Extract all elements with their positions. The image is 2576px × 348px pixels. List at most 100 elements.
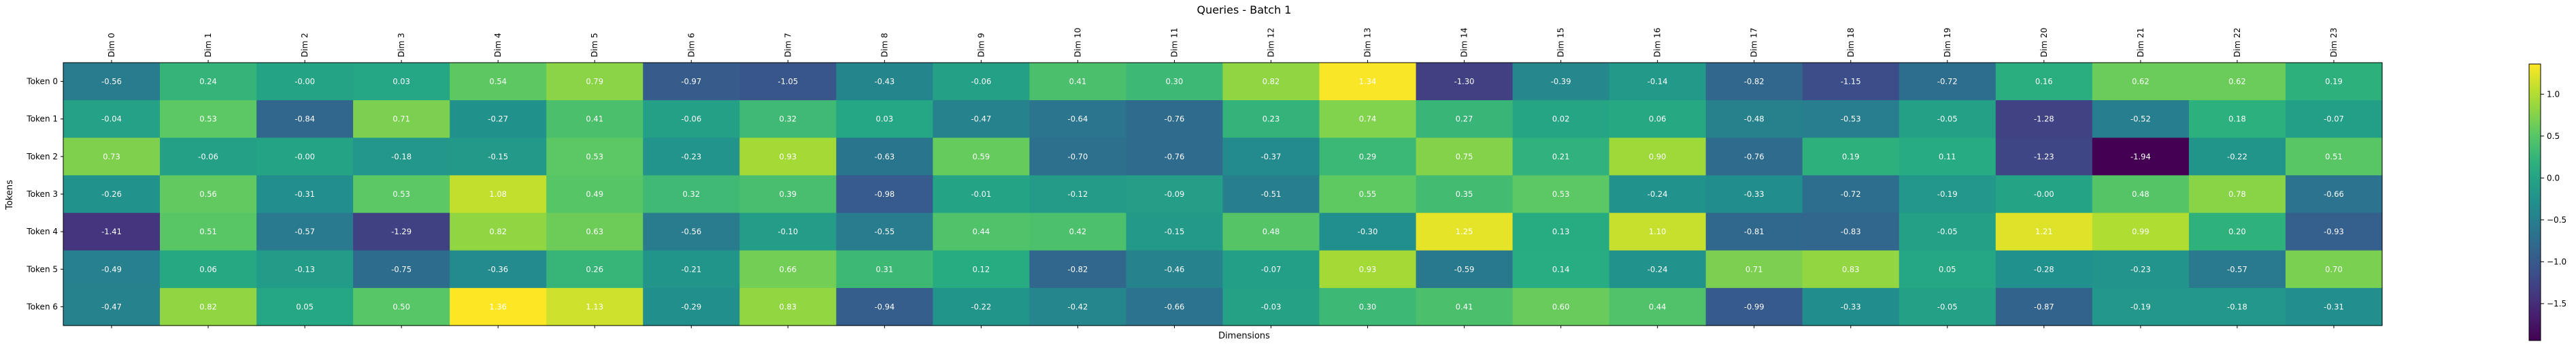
cell-value-label: 0.75 — [1456, 152, 1473, 161]
cell-value-label: 0.41 — [1069, 77, 1087, 86]
colorbar-tick-label: 0.5 — [2547, 131, 2560, 141]
heatmap-cell — [1609, 63, 1707, 101]
x-tick-label: Dim 20 — [2039, 28, 2049, 57]
cell-value-label: -1.30 — [1454, 77, 1475, 86]
x-tick-label: Dim 11 — [1169, 28, 1179, 57]
x-tick-label: Dim 5 — [590, 33, 599, 57]
heatmap-cell — [1126, 287, 1224, 326]
heatmap-cell — [63, 175, 161, 214]
heatmap-cell — [1319, 138, 1417, 176]
cell-value-label: -0.84 — [295, 114, 315, 124]
cell-value-label: 0.41 — [586, 114, 603, 124]
heatmap-cell — [1319, 100, 1417, 138]
x-tick-label: Dim 18 — [1846, 28, 1856, 57]
heatmap-cell — [1222, 175, 1320, 214]
cell-value-label: -0.30 — [1358, 227, 1378, 236]
colorbar-tick-label: 1.0 — [2547, 89, 2560, 99]
cell-value-label: 0.29 — [1359, 152, 1377, 161]
heatmap-cell — [2285, 250, 2383, 289]
cell-value-label: 0.50 — [392, 302, 410, 311]
cell-value-label: -0.19 — [2130, 302, 2151, 311]
cell-value-label: 0.42 — [1069, 227, 1087, 236]
cell-value-label: -0.09 — [1165, 189, 1185, 199]
cell-value-label: -0.64 — [1068, 114, 1088, 124]
heatmap-cell — [1609, 138, 1707, 176]
colorbar-tick-label: −1.5 — [2547, 299, 2566, 309]
cell-value-label: -1.23 — [2034, 152, 2054, 161]
colorbar-tick-label: −0.5 — [2547, 215, 2566, 225]
heatmap-cell — [63, 250, 161, 289]
cell-value-label: 0.48 — [1262, 227, 1280, 236]
heatmap-cell — [160, 138, 257, 176]
cell-value-label: -0.82 — [1068, 264, 1088, 274]
heatmap-cell — [2188, 250, 2286, 289]
cell-value-label: 0.83 — [780, 302, 797, 311]
cell-value-label: -0.53 — [1841, 114, 1861, 124]
cell-value-label: 0.82 — [1262, 77, 1280, 86]
cell-value-label: 0.18 — [2228, 114, 2246, 124]
cell-value-label: -0.57 — [295, 227, 315, 236]
heatmap-cell — [1802, 175, 1900, 214]
heatmap-cell — [2092, 212, 2190, 251]
heatmap-cell — [933, 287, 1031, 326]
cell-value-label: 0.53 — [392, 189, 410, 199]
heatmap-cell — [2092, 287, 2190, 326]
y-tick-label: Token 0 — [26, 77, 58, 86]
heatmap-cell — [1995, 100, 2093, 138]
cell-value-label: 0.82 — [489, 227, 507, 236]
heatmap-cell — [546, 63, 643, 101]
x-tick-label: Dim 14 — [1460, 28, 1469, 57]
cell-value-label: -0.76 — [1744, 152, 1764, 161]
x-tick-label: Dim 21 — [2136, 28, 2145, 57]
y-tick-label: Token 2 — [26, 152, 58, 161]
heatmap-cell — [63, 138, 161, 176]
cell-value-label: 0.78 — [2228, 189, 2246, 199]
heatmap-cell — [1126, 175, 1224, 214]
cell-value-label: 0.02 — [1552, 114, 1570, 124]
colorbar-tick-label: 0.0 — [2547, 173, 2560, 183]
y-tick-label: Token 4 — [26, 227, 58, 236]
cell-value-label: 0.48 — [2132, 189, 2150, 199]
heatmap-cell — [2092, 63, 2190, 101]
heatmap-cell — [353, 100, 450, 138]
heatmap-cell — [1705, 212, 1803, 251]
heatmap-cell — [256, 250, 354, 289]
cell-value-label: 0.32 — [682, 189, 700, 199]
cell-value-label: 0.41 — [1456, 302, 1473, 311]
cell-value-label: -0.76 — [1165, 114, 1185, 124]
heatmap-cell — [256, 212, 354, 251]
heatmap-cell — [1995, 175, 2093, 214]
heatmap-cell — [1319, 63, 1417, 101]
heatmap-cell — [1609, 212, 1707, 251]
heatmap-cell — [1802, 287, 1900, 326]
heatmap-cell — [2285, 138, 2383, 176]
cell-value-label: -0.22 — [2227, 152, 2247, 161]
heatmap-cell — [643, 175, 740, 214]
cell-value-label: 0.62 — [2228, 77, 2246, 86]
heatmap-cell — [1512, 138, 1610, 176]
cell-value-label: 0.32 — [780, 114, 797, 124]
heatmap-cell — [1898, 100, 1996, 138]
heatmap-cell — [836, 287, 933, 326]
heatmap-cell — [160, 287, 257, 326]
colorbar-ticks: 1.0 0.5 0.0 −0.5 −1.0 −1.5 — [2541, 89, 2566, 309]
heatmap-cell — [933, 138, 1031, 176]
heatmap-cell — [2092, 250, 2190, 289]
heatmap-cell — [1609, 250, 1707, 289]
cell-value-label: 0.24 — [199, 77, 217, 86]
heatmap-cell — [643, 250, 740, 289]
cell-value-label: -1.05 — [777, 77, 798, 86]
cell-value-label: -0.97 — [681, 77, 701, 86]
cell-value-label: -0.05 — [1937, 302, 1958, 311]
heatmap-cell-labels: -0.56 0.24 -0.00 0.03 0.54 0.79 -0.97 -1.05 -0.4… — [101, 77, 2344, 312]
cell-value-label: 0.51 — [199, 227, 217, 236]
heatmap-cell — [1995, 250, 2093, 289]
heatmap-cell — [739, 63, 837, 101]
cell-value-label: -0.24 — [1647, 189, 1668, 199]
cell-value-label: -1.28 — [2034, 114, 2054, 124]
heatmap-cell — [450, 287, 547, 326]
heatmap-cells — [63, 63, 2383, 326]
cell-value-label: -0.48 — [1744, 114, 1764, 124]
cell-value-label: -0.66 — [2324, 189, 2344, 199]
heatmap-cell — [836, 250, 933, 289]
